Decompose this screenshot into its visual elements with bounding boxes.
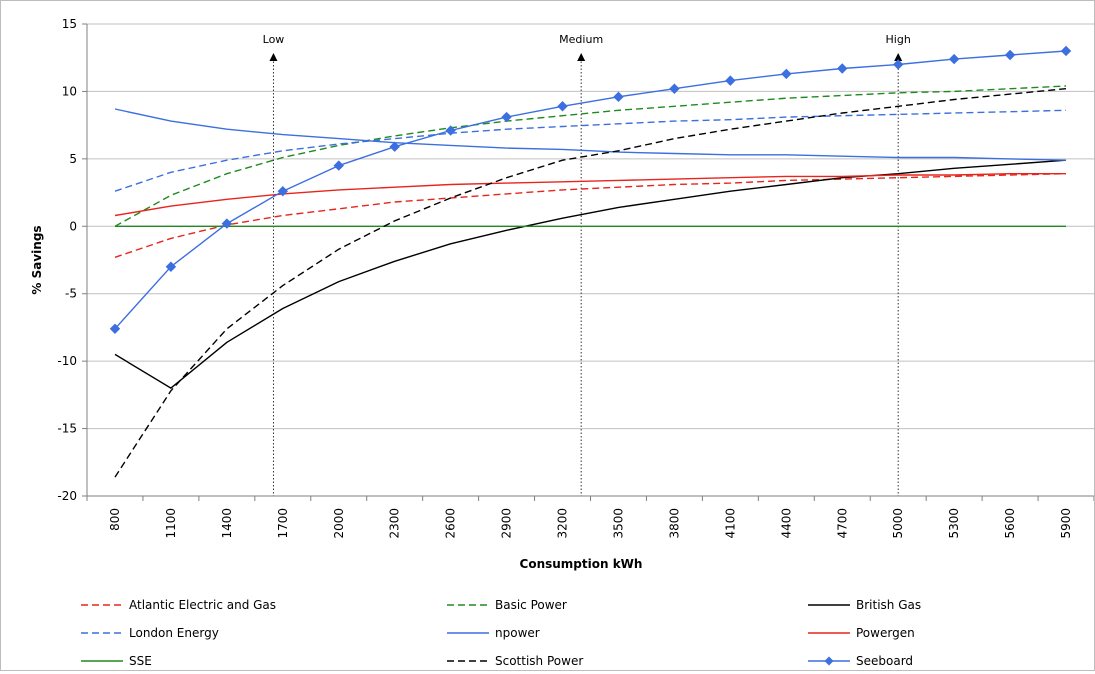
data-point-seeboard (948, 53, 960, 65)
x-tick-label: 2000 (332, 508, 346, 539)
data-point-seeboard (221, 218, 233, 229)
data-point-seeboard (557, 101, 568, 112)
x-tick-label: 2900 (500, 508, 514, 539)
legend: Atlantic Electric and Gas Basic Power Brit… (81, 598, 921, 668)
marker-arrow-medium (577, 53, 586, 61)
legend-label: Atlantic Electric and Gas (129, 598, 276, 612)
data-point-seeboard (277, 186, 289, 197)
x-tick-label: 2600 (444, 508, 458, 539)
x-tick-label: 3200 (556, 508, 570, 539)
data-point-seeboard (725, 75, 736, 86)
x-tick-label: 4400 (779, 508, 793, 539)
x-tick-label: 2300 (388, 508, 402, 539)
legend-item-basic-power: Basic Power (447, 598, 567, 612)
annotation-layer: Low Medium High (263, 33, 911, 496)
series-line-powergen (114, 172, 1066, 217)
x-tick-label: 1400 (220, 508, 234, 539)
data-point-seeboard (1060, 45, 1072, 57)
x-axis-title: Consumption kWh (520, 557, 643, 571)
legend-label: Seeboard (856, 654, 913, 668)
y-tick-label: -10 (57, 354, 77, 368)
legend-label: Powergen (856, 626, 915, 640)
x-tick-label: 5000 (891, 508, 905, 539)
data-point-seeboard (613, 91, 624, 103)
marker-label-high: High (886, 33, 911, 46)
x-tick-label: 800 (108, 508, 122, 531)
y-tick-label: -15 (57, 422, 77, 436)
marker-arrow-high (894, 53, 903, 61)
data-point-seeboard (501, 111, 512, 123)
x-tick-label: 5600 (1003, 508, 1017, 539)
x-tick-label: 3500 (611, 508, 625, 539)
x-tick-label: 1700 (276, 508, 290, 539)
marker-arrow-low (269, 53, 278, 61)
axes-layer: -20 -15 -10 -5 0 5 10 15 800 1100 1400 1700 2000 2300… (57, 17, 1095, 539)
data-point-seeboard (333, 160, 344, 171)
x-tick-label: 4100 (723, 508, 737, 539)
data-point-seeboard (837, 63, 848, 74)
marker-label-medium: Medium (559, 33, 603, 46)
x-tick-label: 5300 (947, 508, 961, 539)
data-point-seeboard (389, 141, 400, 152)
data-point-seeboard (892, 59, 904, 70)
legend-item-london-energy: London Energy (81, 626, 219, 640)
x-tick-label: 1100 (164, 508, 178, 539)
data-point-seeboard (669, 83, 680, 94)
data-point-seeboard (781, 68, 792, 80)
x-tick-label: 3800 (667, 508, 681, 539)
data-point-seeboard (165, 261, 177, 272)
grid-layer (87, 23, 1094, 497)
series-line-npower (114, 108, 1067, 161)
y-tick-label: 5 (69, 152, 77, 166)
legend-label: Scottish Power (495, 654, 583, 668)
y-tick-label: -20 (57, 489, 77, 503)
x-tick-label: 4700 (835, 508, 849, 539)
legend-item-scottish-power: Scottish Power (447, 654, 583, 668)
legend-label: SSE (129, 654, 152, 668)
y-axis-title: % Savings (30, 225, 44, 294)
series-line-seeboard (114, 50, 1067, 330)
y-tick-label: 0 (69, 219, 77, 233)
marker-label-low: Low (263, 33, 285, 46)
data-point-seeboard (1004, 49, 1016, 61)
legend-item-british-gas: British Gas (808, 598, 921, 612)
legend-label: npower (495, 626, 540, 640)
y-tick-label: -5 (65, 287, 77, 301)
legend-item-powergen: Powergen (808, 626, 915, 640)
legend-marker (824, 656, 834, 666)
legend-item-atlantic-electric-and-gas: Atlantic Electric and Gas (81, 598, 276, 612)
data-point-seeboard (109, 323, 121, 334)
legend-item-npower: npower (447, 626, 540, 640)
series-layer (109, 45, 1072, 478)
series-line-scottish-power (114, 88, 1067, 478)
legend-item-sse: SSE (81, 654, 152, 668)
series-line-atlantic-electric-and-gas (114, 173, 1067, 258)
legend-label: British Gas (856, 598, 921, 612)
x-tick-label: 5900 (1059, 508, 1073, 539)
data-point-seeboard (445, 125, 456, 136)
legend-label: Basic Power (495, 598, 567, 612)
y-tick-label: 15 (62, 17, 77, 31)
y-tick-label: 10 (62, 84, 77, 98)
series-line-british-gas (114, 159, 1067, 389)
legend-item-seeboard: Seeboard (808, 654, 913, 668)
legend-label: London Energy (129, 626, 219, 640)
axis-label-layer: Consumption kWh % Savings (30, 225, 642, 571)
